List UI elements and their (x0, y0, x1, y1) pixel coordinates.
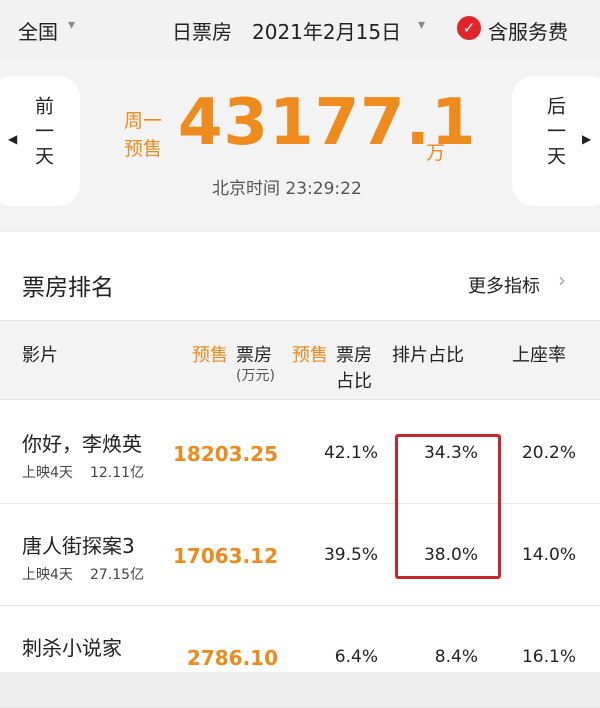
label: 预售 (124, 138, 163, 160)
th: 占比 (336, 371, 372, 392)
th: (万元) (236, 368, 275, 384)
screen-share: 34.3% (423, 443, 478, 463)
th: 上座率 (512, 345, 566, 366)
mode: 日票房 (172, 20, 232, 44)
ranking-card: 票房排名 更多指标 › 影片 预售 票房 (万元) 预售 票房 占比 排片占比 … (0, 232, 600, 708)
chevron[interactable]: › (558, 268, 566, 292)
screen-share: 38.0% (423, 545, 478, 565)
summary: ◀ 前一天 后一天 ▶ 周一 预售 43177.1 万 北京时间 23:29:2… (0, 58, 600, 230)
th: 影片 (22, 345, 58, 366)
highlight-box (395, 434, 501, 579)
next-button[interactable]: 后一天 ▶ (512, 76, 600, 206)
total: 12.11亿 (90, 465, 145, 481)
rows: 你好，李焕英上映4天 12.11亿 18203.25 42.1% 34.3% 20.2% 唐… (0, 402, 600, 708)
time: 北京时间 23:29:22 (212, 179, 362, 199)
th: 预售 (192, 345, 228, 366)
table-header: 影片 预售 票房 (万元) 预售 票房 占比 排片占比 上座率 (0, 320, 600, 400)
film-name: 刺杀小说家 (22, 636, 122, 660)
arrow: ◀ (8, 132, 18, 146)
unit: 万 (426, 142, 446, 164)
table-row: 你好，李焕英上映4天 12.11亿 18203.25 42.1% 34.3% 20.2% (0, 402, 600, 504)
prev-button[interactable]: ◀ 前一天 (0, 76, 80, 206)
days: 上映4天 (22, 465, 73, 481)
next-label[interactable]: 后一天 (544, 96, 566, 171)
box-value: 17063.12 (172, 544, 278, 568)
ranking-title: 票房排名 (22, 275, 114, 301)
box-share: 6.4% (334, 647, 378, 667)
days: 上映4天 (22, 567, 73, 583)
box-share: 39.5% (323, 545, 378, 565)
table-row: 唐人街探案3 上映4天 27.15亿 17063.12 39.5% 38.0% 14.0% (0, 504, 600, 606)
screen-share: 8.4% (434, 647, 478, 667)
th: 票房 (236, 345, 272, 366)
prev-label[interactable]: 前一天 (32, 96, 54, 171)
table-row: 刺杀小说家 2786.10 6.4% 8.4% 16.1% (0, 606, 600, 708)
box-share: 42.1% (323, 443, 378, 463)
label: 周一 (124, 110, 163, 132)
seat-rate: 20.2% (521, 443, 576, 463)
th: 排片占比 (392, 345, 464, 366)
top-bar: 全国 ▾ 日票房 2021年2月15日 ▾ ✓ 含服务费 (0, 0, 600, 58)
seat-rate: 16.1% (521, 647, 576, 667)
th: 票房 (336, 345, 372, 366)
arrow: ▶ (582, 132, 592, 146)
th: 预售 (292, 345, 328, 366)
date[interactable]: 2021年2月15日 (252, 20, 402, 44)
service[interactable]: 含服务费 (488, 20, 568, 44)
box-value: 18203.25 (172, 442, 278, 466)
total-value: 43177.1 (178, 86, 477, 160)
caret: ▾ (418, 17, 426, 33)
check-icon[interactable]: ✓ (457, 16, 481, 40)
film-name: 你好，李焕英 (22, 432, 142, 456)
total: 27.15亿 (90, 567, 145, 583)
region[interactable]: 全国 (18, 20, 58, 44)
caret: ▾ (68, 17, 76, 33)
more-link[interactable]: 更多指标 (468, 276, 540, 297)
box-value: 2786.10 (186, 646, 278, 670)
film-name: 唐人街探案3 (22, 534, 135, 558)
seat-rate: 14.0% (521, 545, 576, 565)
